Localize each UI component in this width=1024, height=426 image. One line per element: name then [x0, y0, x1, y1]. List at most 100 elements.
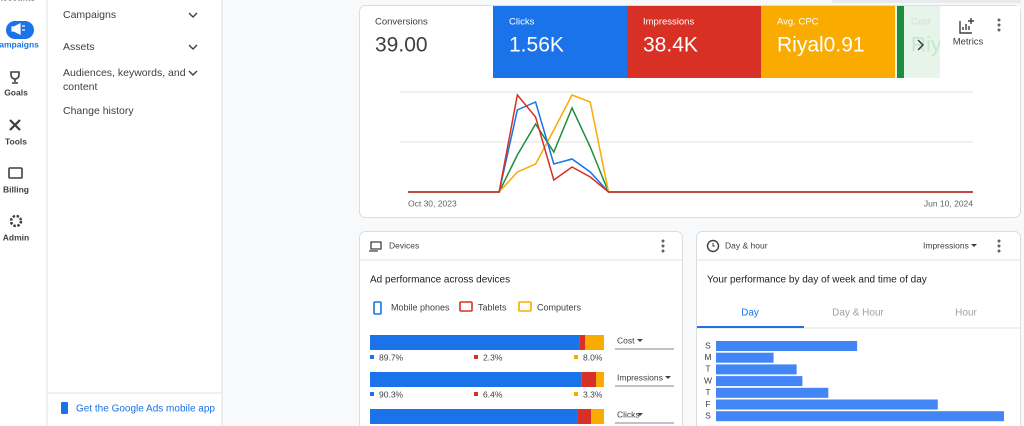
tile-cover	[940, 6, 1020, 78]
y-tick-label: F	[705, 399, 710, 409]
y-tick-label: M	[704, 352, 711, 362]
bar	[716, 364, 797, 375]
metric-tile[interactable]	[627, 6, 761, 78]
admin-icon	[9, 214, 23, 228]
nav-item[interactable]: Change history	[63, 105, 134, 117]
dropdown-arrow	[637, 339, 643, 342]
label-swatch	[370, 355, 374, 359]
chevron	[188, 70, 198, 76]
legend-label: Computers	[537, 302, 582, 312]
metric-dropdown[interactable]: Cost	[617, 335, 635, 345]
bar-segment	[579, 335, 586, 350]
next-arrow[interactable]	[917, 39, 925, 51]
label-swatch	[574, 355, 578, 359]
metric-dropdown[interactable]: Impressions	[617, 372, 663, 382]
metric-label: Impressions	[643, 17, 694, 28]
bar	[716, 399, 938, 410]
clock-hand	[712, 243, 715, 247]
metric-label: Conversions	[375, 17, 428, 28]
y-tick-label: S	[705, 410, 711, 420]
tab[interactable]: Day	[741, 308, 759, 319]
label-swatch	[474, 392, 478, 396]
clock-icon	[706, 239, 720, 253]
x-tick-label: Jun 10, 2024	[924, 198, 973, 208]
devices-card	[359, 231, 683, 426]
metric-label: Avg. CPC	[777, 17, 819, 28]
bar	[716, 387, 829, 398]
billing-icon	[8, 167, 23, 179]
rail-item[interactable]: Campaigns	[0, 39, 39, 49]
tools-icon	[9, 119, 21, 131]
dropdown-arrow	[665, 376, 671, 379]
metric-value: 38.4K	[643, 34, 698, 57]
metrics-button[interactable]: Metrics	[953, 37, 984, 48]
legend-label: Mobile phones	[391, 302, 450, 312]
metric-value: Riyal0.91	[777, 34, 865, 57]
dropdown-arrow	[971, 244, 977, 247]
campaigns-icon	[11, 23, 25, 35]
bar	[716, 411, 1004, 422]
devices-icon	[369, 241, 382, 252]
label-swatch	[370, 392, 374, 396]
label-swatch	[474, 355, 478, 359]
bar-segment	[581, 372, 597, 387]
value-label: 8.0%	[583, 352, 603, 362]
label-swatch	[574, 392, 578, 396]
overflow-menu[interactable]	[661, 239, 665, 253]
tab-indicator	[697, 326, 804, 328]
side-nav	[47, 0, 222, 426]
bar-segment	[591, 409, 604, 424]
goals-icon	[10, 71, 20, 84]
x-tick-label: Oct 30, 2023	[408, 198, 457, 208]
metric-value: 1.56K	[509, 34, 564, 57]
metric-label: Cost	[911, 17, 931, 28]
rail-item[interactable]: Tools	[5, 136, 27, 146]
bar-segment	[577, 409, 592, 424]
nav-item[interactable]: Assets	[63, 41, 95, 53]
y-tick-label: S	[705, 340, 711, 350]
nav-item[interactable]: Campaigns	[63, 9, 116, 21]
metrics-icon[interactable]	[959, 18, 974, 34]
legend-icon	[459, 301, 473, 312]
tab[interactable]: Hour	[955, 308, 977, 319]
value-label: 90.3%	[379, 389, 404, 399]
chevron	[188, 44, 198, 50]
card-subtitle: Ad performance across devices	[370, 275, 510, 286]
bar-segment	[370, 409, 578, 424]
value-label: 2.3%	[483, 352, 503, 362]
bar	[716, 341, 858, 351]
legend-icon	[373, 301, 382, 315]
phone-icon	[61, 402, 68, 414]
overflow-menu[interactable]	[997, 18, 1001, 32]
metric-value: Riy	[911, 34, 942, 57]
rail-item[interactable]: Admin	[3, 232, 29, 242]
metric-dropdown[interactable]: Clicks	[617, 409, 640, 419]
metric-tile[interactable]	[761, 6, 895, 78]
overflow-menu[interactable]	[997, 239, 1001, 253]
rail-item[interactable]: Billing	[3, 184, 29, 194]
rail	[0, 0, 47, 426]
metric-label: Clicks	[509, 17, 535, 28]
card-subtitle: Your performance by day of week and time…	[707, 275, 927, 286]
value-label: 89.7%	[379, 352, 404, 362]
metric-tile[interactable]	[493, 6, 627, 78]
tab[interactable]: Day & Hour	[832, 308, 884, 319]
line-series	[408, 93, 973, 193]
app-link[interactable]: Get the Google Ads mobile app	[76, 404, 215, 415]
card-title: Day & hour	[725, 240, 768, 250]
metric-dropdown[interactable]: Impressions	[923, 240, 969, 250]
dropdown-arrow	[637, 413, 643, 416]
y-tick-label: T	[705, 387, 710, 397]
bar-segment	[370, 372, 582, 387]
rail-item[interactable]: Goals	[4, 87, 28, 97]
legend-icon	[518, 301, 532, 312]
bar	[716, 352, 774, 363]
bar-segment	[585, 335, 604, 350]
rail-item[interactable]: Accounts	[0, 0, 36, 2]
bar	[716, 376, 803, 387]
nav-item[interactable]: Audiences, keywords, and content	[63, 67, 186, 93]
y-tick-label: T	[705, 364, 710, 374]
metric-value: 39.00	[375, 34, 428, 57]
bar-segment	[596, 372, 604, 387]
